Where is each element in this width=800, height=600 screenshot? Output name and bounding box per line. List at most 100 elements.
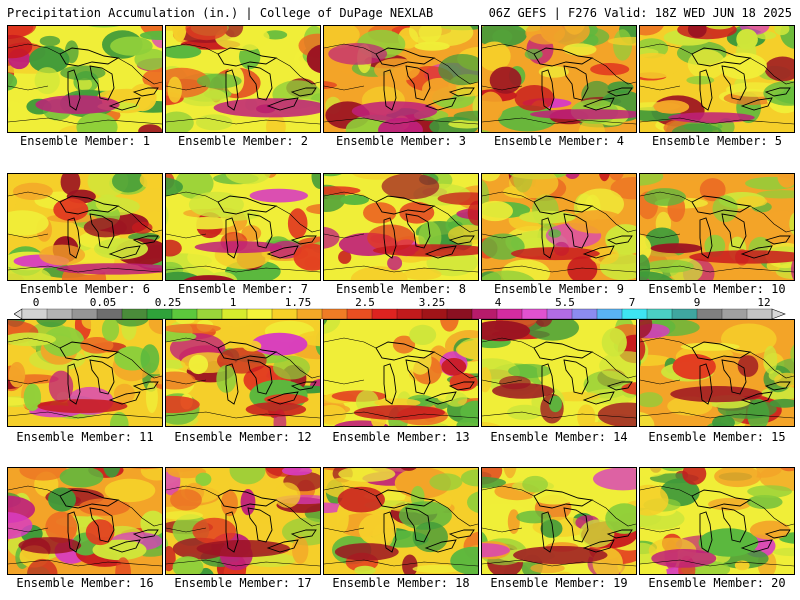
lake-outline: [290, 235, 317, 245]
ensemble-member-map: [481, 173, 637, 281]
member-caption: Ensemble Member: 13: [332, 430, 470, 444]
lake-outline: [448, 381, 475, 391]
legend-color-swatch: [421, 308, 448, 320]
lake-outline: [108, 97, 141, 111]
legend-color-swatch: [396, 308, 423, 320]
member-caption: Ensemble Member: 10: [648, 282, 786, 296]
lake-outline: [606, 529, 633, 539]
legend-tick-label: 3.25: [418, 296, 446, 309]
member-caption: Ensemble Member: 16: [16, 576, 154, 590]
lake-outline: [424, 391, 457, 405]
legend-tick-label: 5.5: [555, 296, 575, 309]
lake-outline: [740, 539, 773, 553]
lake-outline: [383, 363, 397, 405]
lake-outline: [59, 489, 120, 509]
legend-color-swatch: [446, 308, 473, 320]
ensemble-member-map: [7, 25, 163, 133]
legend-color-swatch: [471, 308, 498, 320]
lake-outline: [448, 529, 475, 539]
precip-map: [640, 174, 794, 280]
legend-color-swatch: [671, 308, 698, 320]
lake-outline: [217, 195, 278, 215]
lake-outline: [290, 87, 317, 97]
lake-outline: [448, 235, 475, 245]
ensemble-member-map: [7, 467, 163, 575]
lake-outline: [533, 341, 594, 361]
legend-left-arrow: [14, 308, 23, 320]
lake-outline: [448, 87, 475, 97]
ensemble-member-map: [7, 173, 163, 281]
member-caption: Ensemble Member: 15: [648, 430, 786, 444]
lake-outline: [375, 195, 436, 215]
legend-color-swatch: [321, 308, 348, 320]
precip-map: [8, 468, 162, 574]
legend-color-swatch: [146, 308, 173, 320]
legend-color-swatch: [746, 308, 773, 320]
precip-map: [324, 174, 478, 280]
lake-outline: [533, 489, 594, 509]
legend-color-swatch: [296, 308, 323, 320]
member-caption: Ensemble Member: 18: [332, 576, 470, 590]
lake-outline: [132, 235, 159, 245]
lake-outline: [691, 195, 752, 215]
legend-tick-label: 1.75: [284, 296, 312, 309]
member-caption: Ensemble Member: 9: [493, 282, 625, 296]
lake-outline: [67, 217, 81, 259]
legend-tick-label: 0.05: [89, 296, 117, 309]
lake-outline: [108, 391, 141, 405]
lake-outline: [67, 69, 81, 111]
lake-outline: [225, 69, 239, 111]
precip-map: [166, 26, 320, 132]
legend-tick-label: 7: [628, 296, 636, 309]
precip-map: [8, 26, 162, 132]
lake-outline: [533, 195, 594, 215]
lake-outline: [383, 69, 397, 111]
lake-outline: [132, 381, 159, 391]
legend-color-swatch: [571, 308, 598, 320]
legend-color-swatch: [371, 308, 398, 320]
lake-outline: [375, 47, 436, 67]
legend-color-swatch: [346, 308, 373, 320]
lake-outline: [582, 97, 615, 111]
lake-outline: [691, 341, 752, 361]
lake-outline: [764, 87, 791, 97]
ensemble-member-map: [481, 25, 637, 133]
lake-outline: [764, 235, 791, 245]
precip-map: [8, 174, 162, 280]
lake-outline: [247, 359, 273, 395]
ensemble-member-map: [639, 25, 795, 133]
lake-outline: [691, 47, 752, 67]
legend-tick-label: 0: [32, 296, 40, 309]
lake-outline: [247, 213, 273, 249]
page-title: Precipitation Accumulation (in.) | Colle…: [7, 6, 434, 20]
ensemble-member-map: [639, 319, 795, 427]
lake-outline: [691, 489, 752, 509]
precip-map: [640, 468, 794, 574]
lake-outline: [740, 97, 773, 111]
lake-outline: [563, 359, 589, 395]
lake-outline: [764, 529, 791, 539]
lake-outline: [108, 539, 141, 553]
lake-outline: [606, 87, 633, 97]
lake-outline: [699, 511, 713, 553]
precip-map: [482, 320, 636, 426]
member-caption: Ensemble Member: 7: [177, 282, 309, 296]
ensemble-member-map: [481, 467, 637, 575]
ensemble-member-map: [7, 319, 163, 427]
color-legend: 0 0.05 0.25 1 1.75 2.5 3.25 4 5.5 7 9 12: [0, 296, 800, 320]
lake-outline: [740, 245, 773, 259]
lake-outline: [217, 47, 278, 67]
lake-outline: [563, 213, 589, 249]
lake-outline: [225, 217, 239, 259]
precip-map: [166, 320, 320, 426]
lake-outline: [247, 65, 273, 101]
lake-outline: [266, 539, 299, 553]
lake-outline: [217, 341, 278, 361]
lake-outline: [721, 65, 747, 101]
legend-color-swatch: [621, 308, 648, 320]
member-caption: Ensemble Member: 3: [335, 134, 467, 148]
lake-outline: [721, 359, 747, 395]
member-caption: Ensemble Member: 12: [174, 430, 312, 444]
legend-color-swatch: [596, 308, 623, 320]
precip-map: [640, 320, 794, 426]
